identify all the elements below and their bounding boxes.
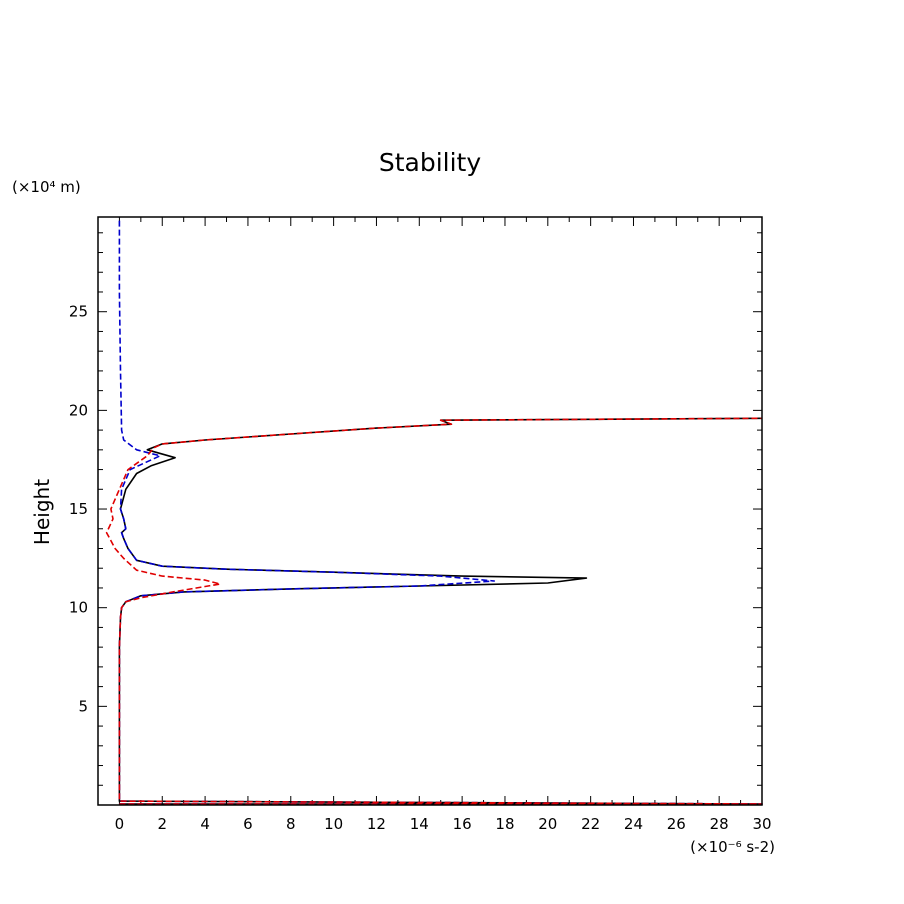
chart-title: Stability [379, 148, 482, 177]
x-tick-label: 8 [286, 815, 296, 833]
y-tick-label: 20 [69, 401, 88, 419]
x-tick-label: 0 [115, 815, 125, 833]
x-tick-label: 20 [538, 815, 557, 833]
x-unit-label: (×10⁻⁶ s-2) [690, 838, 775, 856]
plot-frame [97, 216, 763, 806]
series-line-blue-dashed [118, 217, 763, 805]
x-tick-label: 22 [581, 815, 600, 833]
x-tick-label: 24 [624, 815, 643, 833]
x-tick-label: 14 [410, 815, 429, 833]
y-tick-label: 5 [78, 697, 88, 715]
y-tick-label: 15 [69, 500, 88, 518]
x-tick-label: 16 [453, 815, 472, 833]
x-tick-label: 6 [243, 815, 253, 833]
series-line-black-solid [118, 417, 763, 805]
y-unit-label: (×10⁴ m) [12, 178, 81, 196]
x-tick-label: 4 [200, 815, 210, 833]
x-tick-label: 30 [752, 815, 771, 833]
y-axis-label: Height [30, 479, 54, 545]
x-tick-label: 28 [710, 815, 729, 833]
y-tick-label: 25 [69, 303, 88, 321]
x-tick-label: 26 [667, 815, 686, 833]
x-tick-label: 10 [324, 815, 343, 833]
x-tick-label: 18 [495, 815, 514, 833]
y-tick-label: 10 [69, 599, 88, 617]
series-line-red-dashed [105, 417, 763, 805]
series-layer [105, 217, 763, 805]
x-tick-label: 12 [367, 815, 386, 833]
x-tick-label: 2 [157, 815, 167, 833]
